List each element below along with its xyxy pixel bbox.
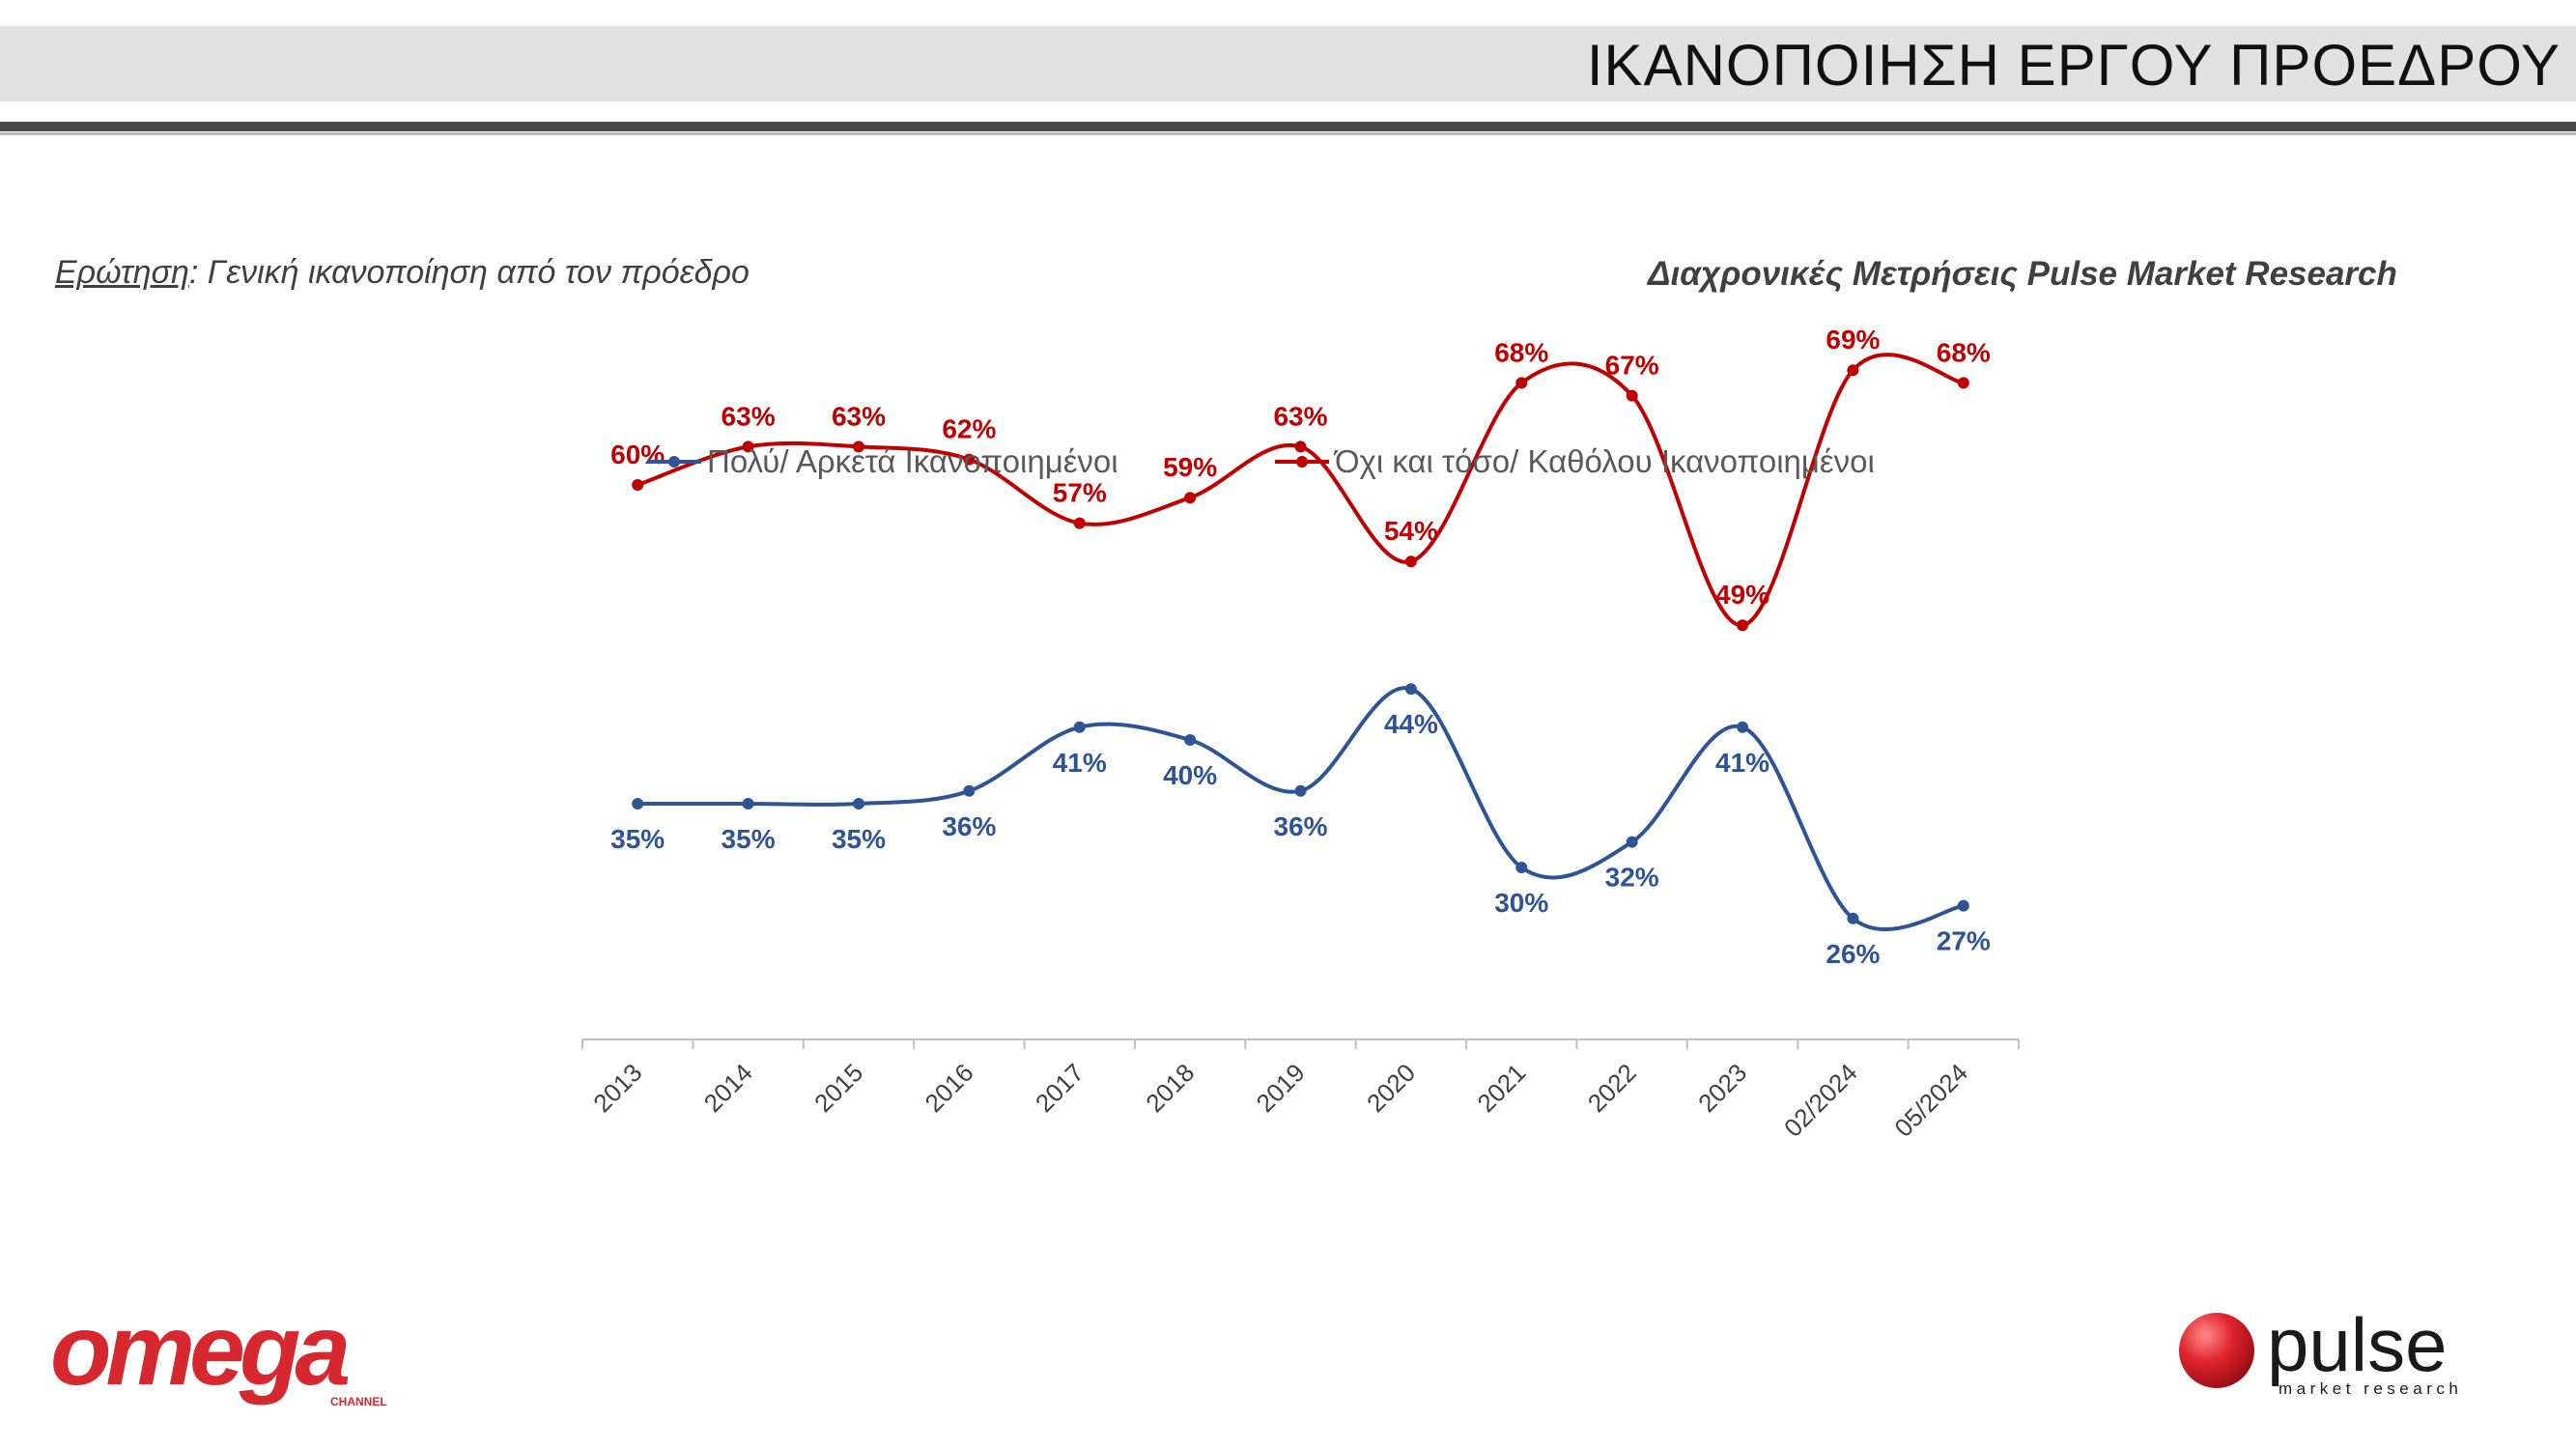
page-title: ΙΚΑΝΟΠΟΙΗΣΗ ΕΡΓΟΥ ΠΡΟΕΔΡΟΥ — [1586, 33, 2561, 98]
series-2-point — [1184, 492, 1197, 504]
series-line-1 — [637, 686, 1965, 932]
legend-label: Όχι και τόσο/ Καθόλου Ικανοποιημένοι — [1333, 443, 1875, 479]
title-band — [0, 26, 2576, 101]
series-2-data-label: 69% — [1826, 325, 1880, 355]
series-2-data-label: 59% — [1163, 452, 1217, 482]
x-tick-label: 2020 — [1361, 1058, 1421, 1118]
x-tick-label: 2022 — [1582, 1058, 1642, 1118]
series-2-point — [1957, 377, 1969, 389]
series-1-point — [1737, 721, 1749, 733]
series-2-point — [632, 479, 644, 491]
title-divider — [0, 122, 2576, 131]
series-1-point — [1184, 734, 1197, 746]
x-tick-label: 2021 — [1471, 1058, 1531, 1118]
line-chart: 2013 2014 2015 2016 2017 2018 2019 2020 2021 2022… — [581, 325, 2020, 1143]
series-1-data-label: 35% — [832, 824, 886, 854]
series-1-data-label: 40% — [1163, 760, 1217, 790]
pulse-market-research-logo: pulse market research — [2179, 1309, 2462, 1398]
x-tick-label: 2018 — [1140, 1058, 1200, 1118]
series-2-data-label: 54% — [1384, 516, 1438, 546]
x-tick-label: 2013 — [587, 1058, 647, 1118]
series-1-point — [1073, 721, 1086, 733]
x-tick-label: 02/2024 — [1778, 1058, 1863, 1143]
series-1-data-label: 27% — [1937, 926, 1991, 956]
series-2-point — [1626, 389, 1638, 402]
x-tick-label: 2014 — [698, 1058, 758, 1118]
series-1-point — [1957, 899, 1969, 912]
series-2-point — [1515, 377, 1528, 389]
title-divider-light — [0, 132, 2576, 135]
series-2-point — [742, 440, 754, 453]
series-1-data-label: 26% — [1826, 939, 1880, 969]
legend-label: Πολύ/ Αρκετά Ικανοποιημένοι — [707, 443, 1118, 479]
series-2-point — [963, 453, 976, 466]
series-1-point — [852, 798, 864, 810]
question-label: Ερώτηση — [55, 254, 189, 291]
series-1-point — [1626, 836, 1638, 848]
legend-swatch-marker — [668, 456, 680, 468]
pulse-logo-ball-icon — [2179, 1313, 2254, 1388]
series-1-data-label: 35% — [610, 824, 665, 854]
series-2-data-label: 63% — [1273, 401, 1327, 431]
series-1-point — [632, 798, 644, 810]
series-2-point — [1847, 364, 1859, 377]
series-1-point — [1515, 862, 1528, 873]
x-tick-label: 2017 — [1030, 1058, 1090, 1118]
series-1-data-label: 41% — [1053, 748, 1107, 778]
series-1-data-label: 36% — [1273, 811, 1327, 841]
series-1-data-label: 32% — [1605, 863, 1659, 893]
series-1-data-label: 35% — [722, 824, 776, 854]
pulse-logo-text: pulse — [2267, 1309, 2447, 1387]
series-2-point — [1073, 517, 1086, 529]
series-2-data-label: 49% — [1715, 580, 1769, 610]
series-2-data-label: 67% — [1605, 351, 1659, 381]
series-2-point — [1737, 619, 1749, 632]
series-2-data-label: 63% — [832, 401, 886, 431]
question-body: : Γενική ικανοποίηση από τον πρόεδρο — [188, 254, 750, 291]
series-1-point — [1294, 784, 1307, 797]
x-tick-label: 2016 — [919, 1058, 978, 1118]
series-1-data-label: 36% — [942, 811, 996, 841]
series-line-2 — [637, 353, 1965, 628]
series-1-point — [963, 784, 976, 797]
omega-logo-text: omega — [50, 1309, 348, 1406]
question-text: Ερώτηση: Γενική ικανοποίηση από τον πρόε… — [55, 254, 750, 292]
x-tick-label: 2015 — [808, 1058, 868, 1118]
series-2-point — [852, 440, 864, 453]
series-2-data-label: 68% — [1937, 337, 1991, 367]
omega-logo-subtext: CHANNEL — [330, 1395, 387, 1408]
x-tick-label: 05/2024 — [1888, 1058, 1973, 1143]
series-1-point — [742, 798, 754, 810]
series-2-data-label: 60% — [610, 440, 665, 469]
omega-channel-logo: omega CHANNEL — [50, 1309, 387, 1408]
series-1-point — [1847, 912, 1859, 924]
series-2-data-label: 63% — [722, 401, 776, 431]
legend-swatch-marker — [1296, 456, 1308, 468]
series-2-data-label: 57% — [1053, 478, 1107, 508]
series-2-data-label: 68% — [1494, 337, 1548, 367]
series-2-point — [1294, 440, 1307, 453]
series-1-point — [1404, 683, 1417, 696]
series-1-data-label: 44% — [1384, 709, 1438, 739]
x-tick-label: 2023 — [1692, 1058, 1752, 1118]
pulse-logo-subtext: market research — [2279, 1379, 2462, 1398]
series-1-data-label: 41% — [1715, 748, 1769, 778]
series-2-data-label: 62% — [942, 414, 996, 444]
x-tick-label: 2019 — [1251, 1058, 1311, 1118]
series-1-data-label: 30% — [1494, 888, 1548, 918]
source-note: Διαχρονικές Μετρήσεις Pulse Market Resea… — [1648, 255, 2397, 293]
series-2-point — [1404, 555, 1417, 568]
